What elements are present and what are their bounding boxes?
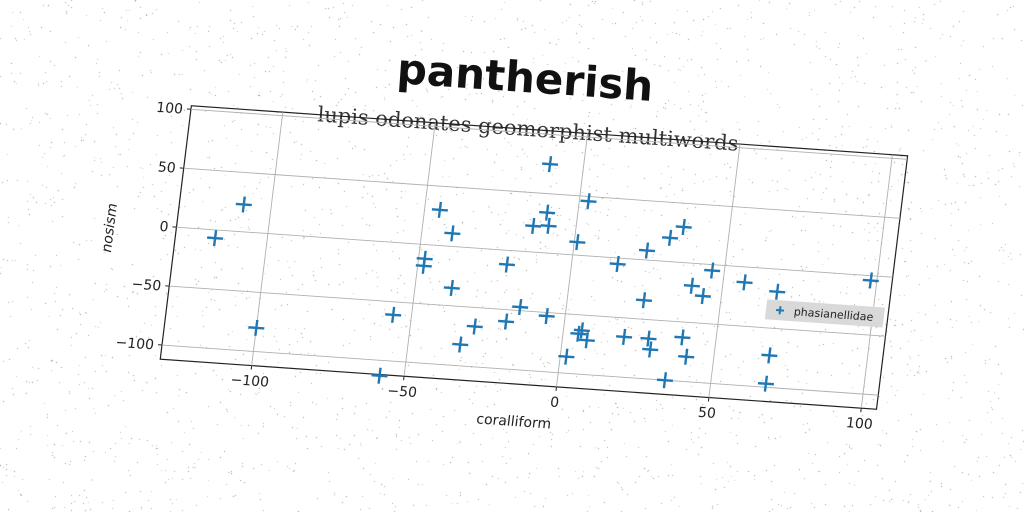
- data-point-marker: [704, 262, 721, 279]
- data-point-marker: [538, 308, 555, 325]
- y-grid-line: [183, 167, 901, 219]
- data-point-marker: [635, 292, 653, 309]
- legend: phasianellidae: [764, 299, 885, 328]
- data-point-marker: [609, 255, 626, 272]
- axis-ticks: −100 −50 0 50 100 100 50 0 −50 −100: [115, 100, 874, 433]
- data-point-marker: [466, 318, 483, 335]
- x-grid-line: [403, 122, 436, 377]
- legend-marker: [775, 306, 785, 315]
- data-point-marker: [498, 256, 516, 273]
- x-grid-line: [556, 133, 589, 387]
- data-point-marker: [761, 347, 778, 364]
- data-point-marker: [558, 348, 575, 365]
- data-point-marker: [525, 217, 542, 234]
- data-point-marker: [452, 336, 469, 353]
- legend-marker-glyph: [775, 306, 785, 315]
- y-tick-label: 50: [157, 159, 177, 176]
- data-point-marker: [512, 299, 529, 316]
- data-point-marker: [570, 325, 587, 342]
- data-point-marker: [443, 279, 460, 297]
- y-tick-label: −100: [115, 335, 155, 354]
- data-point-marker: [569, 234, 586, 251]
- data-point-marker: [497, 313, 515, 330]
- data-point-marker: [769, 283, 786, 300]
- data-point-marker: [540, 217, 557, 234]
- data-point-marker: [675, 218, 692, 235]
- data-point-marker: [757, 375, 775, 392]
- y-grid-line: [169, 285, 886, 337]
- x-tick-label: 100: [845, 415, 874, 433]
- chart-title: pantherish: [395, 44, 655, 111]
- data-point-marker: [615, 328, 633, 345]
- plot-frame: [159, 105, 909, 410]
- data-points: [206, 156, 879, 392]
- data-point-marker: [862, 272, 879, 289]
- plot-area: −100 −50 0 50 100 100 50 0 −50 −100 coralliform n…: [99, 100, 909, 433]
- grid-lines: [161, 108, 908, 409]
- data-point-marker: [573, 322, 590, 339]
- data-point-marker: [580, 193, 597, 210]
- data-point-marker: [694, 288, 712, 305]
- data-point-marker: [444, 225, 461, 242]
- x-grid-line: [708, 144, 741, 398]
- x-tick-label: 0: [549, 395, 560, 412]
- data-point-marker: [415, 257, 432, 274]
- data-point-marker: [674, 329, 691, 346]
- legend-box: [764, 299, 885, 328]
- data-point-marker: [661, 229, 679, 246]
- data-point-marker: [736, 274, 753, 291]
- data-point-marker: [678, 348, 695, 365]
- y-axis-label: nosism: [99, 203, 121, 253]
- x-tick-label: 50: [697, 405, 717, 422]
- data-point-marker: [656, 372, 674, 389]
- y-tick-label: 0: [158, 219, 169, 236]
- data-point-marker: [683, 277, 700, 294]
- data-point-marker: [642, 341, 659, 358]
- data-point-marker: [578, 332, 595, 349]
- x-axis-label: coralliform: [475, 411, 552, 432]
- data-point-marker: [248, 319, 265, 336]
- y-tick-label: 100: [155, 100, 184, 118]
- data-point-marker: [638, 242, 656, 259]
- data-point-marker: [539, 204, 556, 221]
- data-point-marker: [640, 330, 657, 347]
- data-point-marker: [385, 306, 402, 323]
- data-point-marker: [431, 201, 449, 218]
- x-tick-label: −50: [386, 383, 417, 401]
- y-grid-line: [190, 108, 908, 160]
- y-grid-line: [161, 344, 879, 396]
- y-tick-label: −50: [131, 277, 162, 295]
- y-grid-line: [176, 226, 893, 278]
- data-point-marker: [235, 196, 252, 213]
- data-point-marker: [206, 230, 224, 247]
- data-point-marker: [371, 367, 388, 384]
- legend-label: phasianellidae: [793, 305, 874, 323]
- x-tick-label: −100: [230, 372, 270, 391]
- data-point-marker: [541, 156, 559, 173]
